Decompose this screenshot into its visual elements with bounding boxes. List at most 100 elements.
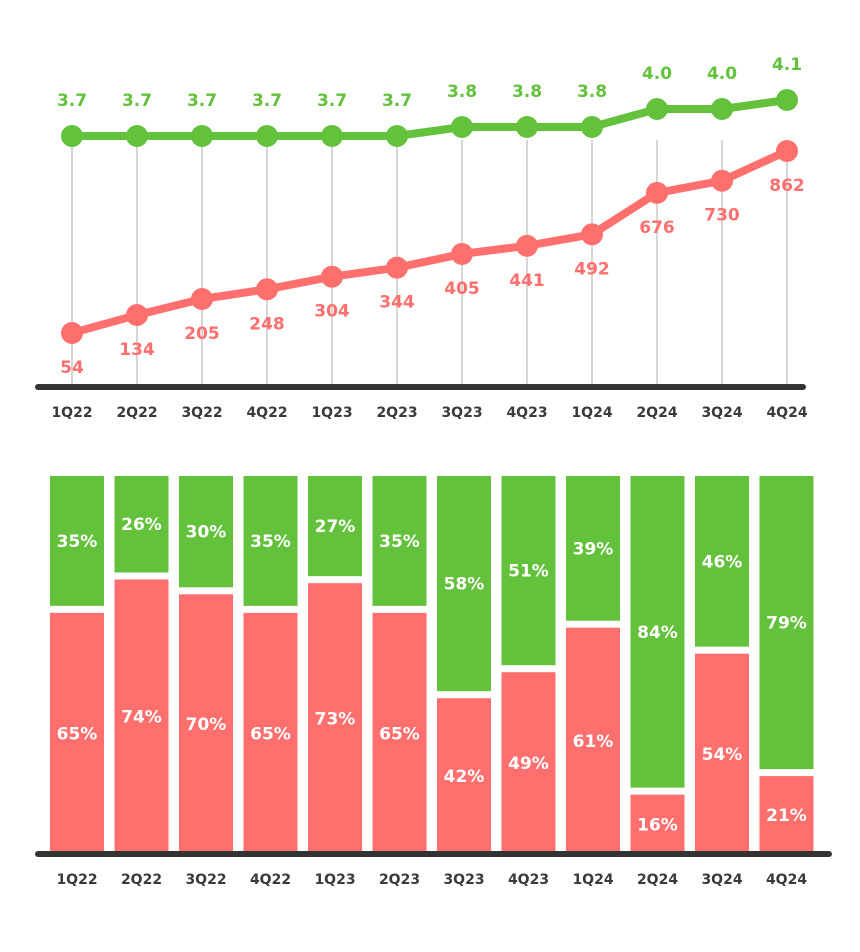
red-series-data-label: 676 <box>639 218 675 238</box>
bar-segment-red <box>566 627 620 854</box>
red-series-point <box>776 140 798 162</box>
stacked-bar-chart: 35% 65% 26% 74% 30% 70% 35% 65% 27% 73% 35% 65% 58% 4… <box>35 476 832 888</box>
line-chart-x-tick-label: 4Q23 <box>506 405 547 421</box>
red-series-point <box>711 169 733 192</box>
bar-label-red: 54% <box>702 745 743 765</box>
bar-segment-red <box>437 698 491 854</box>
bar-label-red: 21% <box>766 806 807 826</box>
green-series-data-label: 3.7 <box>122 91 152 111</box>
bar-chart-x-tick-label: 2Q23 <box>379 872 420 888</box>
line-chart-x-tick-label: 4Q22 <box>246 405 287 421</box>
bar-label-green: 79% <box>766 614 807 634</box>
bar-segment-red <box>630 794 685 854</box>
green-series-data-label: 3.7 <box>252 91 282 111</box>
bar-segment-green <box>501 476 556 666</box>
bar-label-green: 51% <box>508 562 549 582</box>
green-series-point <box>256 125 278 147</box>
bar-segment-red <box>759 776 814 854</box>
bar-label-red: 65% <box>250 724 291 744</box>
bar-segment-red <box>50 612 104 854</box>
red-series-data-label: 441 <box>509 271 545 291</box>
bar-label-red: 70% <box>186 715 227 735</box>
line-chart-x-tick-label: 4Q24 <box>766 405 807 421</box>
bar-segment-red <box>695 653 749 854</box>
bar-segment-green <box>308 476 362 577</box>
bar-chart-x-tick-label: 4Q24 <box>766 872 807 888</box>
bar-label-red: 49% <box>508 754 549 774</box>
bar-chart-x-tick-label: 4Q23 <box>508 872 549 888</box>
green-series-point <box>711 98 733 120</box>
bar-segment-green <box>50 476 104 606</box>
bar-label-red: 73% <box>315 710 356 730</box>
red-series-point <box>646 181 668 204</box>
bar-chart-x-tick-label: 3Q24 <box>701 872 742 888</box>
green-series-data-label: 3.8 <box>447 82 477 102</box>
line-chart-series <box>61 89 798 344</box>
red-series-line <box>68 147 791 337</box>
bar-label-green: 58% <box>444 575 485 595</box>
line-chart-x-tick-label: 2Q23 <box>376 405 417 421</box>
bar-label-red: 65% <box>379 724 420 744</box>
green-series-point <box>451 116 473 138</box>
green-series-data-label: 4.0 <box>642 64 672 84</box>
line-chart-x-tick-label: 2Q22 <box>116 405 157 421</box>
bar-label-green: 84% <box>637 623 678 643</box>
bar-chart-x-tick-label: 1Q23 <box>314 872 355 888</box>
bar-segment-green <box>566 476 620 621</box>
line-chart-x-tick-label: 3Q23 <box>441 405 482 421</box>
red-series-data-label: 134 <box>119 340 155 360</box>
bar-segment-green <box>630 476 685 788</box>
bar-segment-red <box>308 583 362 854</box>
bar-label-green: 35% <box>57 532 98 552</box>
bar-segment-green <box>759 476 814 770</box>
line-chart: 3.7 3.7 3.7 3.7 3.7 3.7 3.8 3.8 3.8 4.0 4.0 4.1 54 13… <box>35 55 808 421</box>
red-series-point <box>126 303 148 326</box>
bar-segment-green <box>179 476 233 588</box>
red-series-point <box>256 278 278 301</box>
green-series-point <box>61 125 83 147</box>
bar-chart-x-tick-label: 2Q22 <box>121 872 162 888</box>
bar-segment-green <box>437 476 491 692</box>
bar-chart-x-tick-label: 4Q22 <box>250 872 291 888</box>
red-series-data-label: 248 <box>249 314 285 334</box>
red-series-data-label: 205 <box>184 324 220 344</box>
bar-label-red: 16% <box>637 815 678 835</box>
red-series-point <box>191 287 213 310</box>
bar-label-red: 74% <box>121 708 162 728</box>
green-series-point <box>321 125 343 147</box>
bar-segment-green <box>243 476 298 606</box>
bar-segment-green <box>114 476 169 573</box>
line-chart-data-labels: 3.7 3.7 3.7 3.7 3.7 3.7 3.8 3.8 3.8 4.0 4.0 4.1 54 13… <box>57 55 805 378</box>
green-series-point <box>646 98 668 120</box>
bar-segment-red <box>179 594 233 854</box>
red-series-point <box>581 223 603 246</box>
red-series-point <box>321 265 343 288</box>
green-series-point <box>126 125 148 147</box>
red-series-data-label: 730 <box>704 206 740 226</box>
bar-segment-green <box>695 476 749 647</box>
green-series-point <box>516 116 538 138</box>
red-series-point <box>516 234 538 257</box>
green-series-data-label: 3.7 <box>57 91 87 111</box>
bar-chart-x-tick-labels: 1Q22 2Q22 3Q22 4Q22 1Q23 2Q23 3Q23 4Q23 1Q24 2Q24… <box>56 872 807 888</box>
line-chart-x-tick-labels: 1Q22 2Q22 3Q22 4Q22 1Q23 2Q23 3Q23 4Q23 1Q24 2Q24… <box>51 405 807 421</box>
red-series-data-label: 492 <box>574 259 610 279</box>
red-series-point <box>386 256 408 279</box>
line-chart-x-tick-label: 3Q22 <box>181 405 222 421</box>
red-series-data-label: 304 <box>314 302 350 322</box>
green-series-point <box>191 125 213 147</box>
bar-chart-x-tick-label: 2Q24 <box>637 872 678 888</box>
green-series-point <box>386 125 408 147</box>
bar-label-red: 61% <box>573 732 614 752</box>
bar-segment-green <box>372 476 427 606</box>
green-series-data-label: 3.8 <box>577 82 607 102</box>
bar-label-green: 35% <box>250 532 291 552</box>
bar-label-green: 46% <box>702 552 743 572</box>
green-series-point <box>581 116 603 138</box>
bar-chart-x-tick-label: 1Q24 <box>572 872 613 888</box>
red-series-data-label: 405 <box>444 279 480 299</box>
stacked-bar-segments <box>50 476 814 854</box>
bar-label-green: 35% <box>379 532 420 552</box>
line-chart-x-tick-label: 3Q24 <box>701 405 742 421</box>
red-series-data-label: 862 <box>769 176 805 196</box>
